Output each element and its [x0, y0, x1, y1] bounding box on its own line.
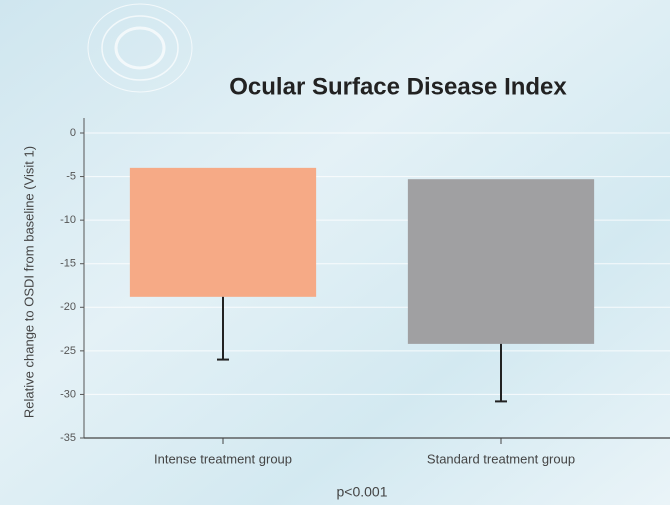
x-tick-label: Intense treatment group — [154, 451, 292, 466]
y-tick-label: -25 — [60, 345, 76, 357]
bar — [129, 167, 317, 297]
y-tick-label: 0 — [70, 127, 76, 139]
p-value-note: p<0.001 — [337, 484, 388, 500]
y-tick-label: -10 — [60, 214, 76, 226]
y-tick-label: -5 — [66, 170, 76, 182]
y-tick-label: -35 — [60, 432, 76, 444]
y-tick-label: -30 — [60, 388, 76, 400]
bar — [407, 179, 595, 344]
ripple — [87, 3, 193, 93]
y-tick-label: -15 — [60, 258, 76, 270]
y-axis-label: Relative change to OSDI from baseline (V… — [21, 146, 36, 418]
x-tick-label: Standard treatment group — [427, 451, 575, 466]
y-tick-label: -20 — [60, 301, 76, 313]
chart-title: Ocular Surface Disease Index — [229, 73, 567, 100]
